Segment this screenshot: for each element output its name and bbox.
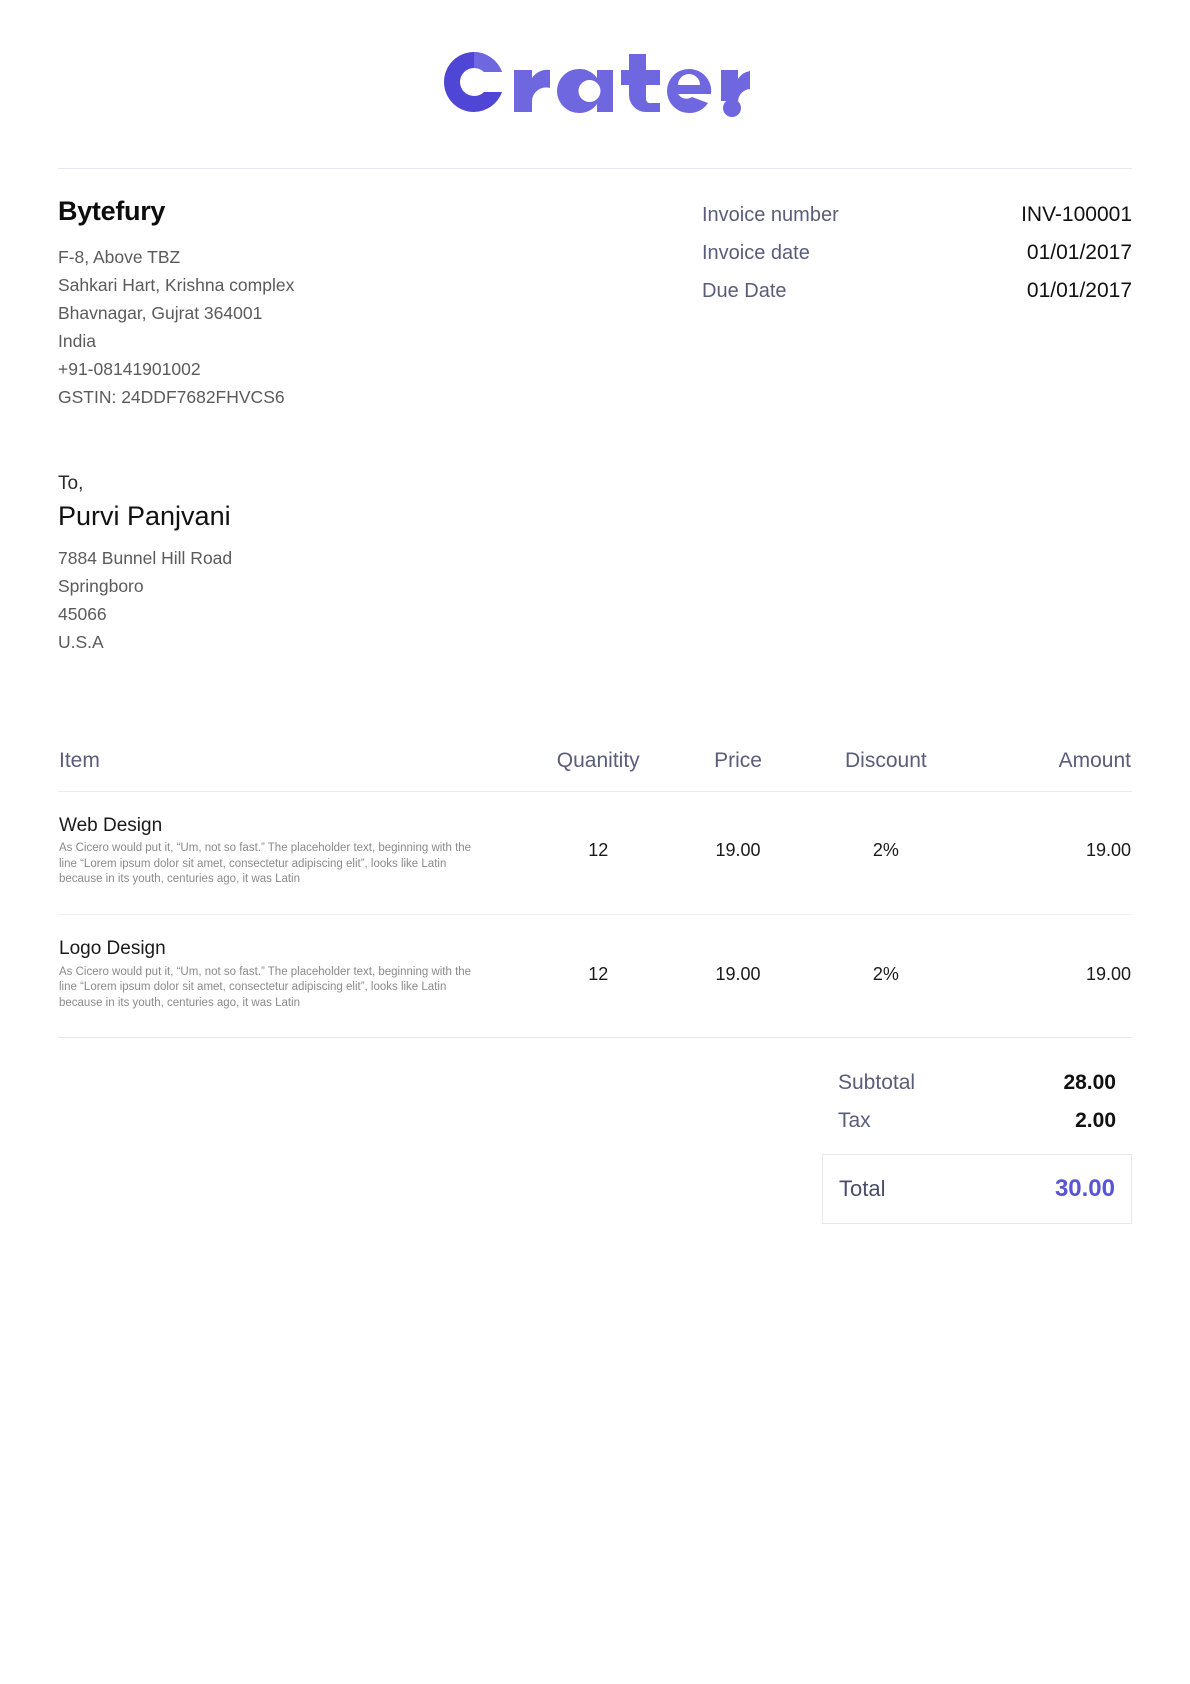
tax-row: Tax 2.00 (822, 1102, 1132, 1140)
total-label: Total (839, 1176, 886, 1202)
item-discount: 2% (803, 914, 968, 1039)
item-name: Web Design (59, 814, 163, 836)
brand-logo (58, 0, 1132, 168)
crater-logo-icon (440, 48, 750, 120)
totals-section: Subtotal 28.00 Tax 2.00 Total 30.00 (58, 1064, 1132, 1225)
column-header-quantity: Quanitity (524, 747, 673, 792)
item-description: As Cicero would put it, “Um, not so fast… (59, 842, 472, 886)
sender-gstin: GSTIN: 24DDF7682FHVCS6 (58, 386, 285, 407)
meta-row-invoice-number: Invoice number INV-100001 (702, 203, 1132, 227)
recipient-address-line: 45066 (58, 603, 107, 624)
item-quantity: 12 (524, 791, 673, 915)
table-header-row: Item Quanitity Price Discount Amount (58, 747, 1132, 792)
item-description: As Cicero would put it, “Um, not so fast… (59, 965, 472, 1009)
item-cell: Web Design As Cicero would put it, “Um, … (58, 791, 525, 915)
column-header-amount: Amount (967, 747, 1132, 792)
subtotal-label: Subtotal (838, 1071, 916, 1095)
item-amount: 19.00 (967, 791, 1132, 915)
total-row: Total 30.00 (822, 1154, 1132, 1225)
total-value: 30.00 (1054, 1175, 1115, 1203)
to-label: To, (58, 472, 84, 494)
item-cell: Logo Design As Cicero would put it, “Um,… (58, 914, 525, 1039)
sender-address-line: Bhavnagar, Gujrat 364001 (58, 302, 263, 323)
recipient-name: Purvi Panjvani (58, 500, 231, 531)
meta-value: INV-100001 (1021, 203, 1132, 226)
column-header-item: Item (58, 747, 525, 792)
tax-value: 2.00 (1075, 1109, 1116, 1133)
item-price: 19.00 (672, 791, 804, 915)
invoice-meta: Invoice number INV-100001 Invoice date 0… (702, 197, 1132, 411)
sender-block: Bytefury F-8, Above TBZ Sahkari Hart, Kr… (58, 196, 528, 411)
subtotal-row: Subtotal 28.00 (822, 1064, 1132, 1102)
invoice-header: Bytefury F-8, Above TBZ Sahkari Hart, Kr… (58, 169, 1132, 411)
tax-label: Tax (838, 1109, 871, 1133)
sender-address-line: F-8, Above TBZ (58, 246, 181, 267)
company-name: Bytefury (58, 196, 166, 226)
subtotal-value: 28.00 (1063, 1071, 1116, 1095)
item-discount: 2% (803, 791, 968, 915)
recipient-block: To, Purvi Panjvani 7884 Bunnel Hill Road… (58, 411, 1132, 656)
table-row: Web Design As Cicero would put it, “Um, … (58, 791, 1132, 915)
line-items-table: Item Quanitity Price Discount Amount Web… (58, 747, 1132, 1039)
meta-label: Invoice date (702, 242, 810, 264)
header-divider (58, 168, 1132, 169)
meta-label: Due Date (702, 280, 787, 302)
item-quantity: 12 (524, 914, 673, 1039)
meta-value: 01/01/2017 (1026, 241, 1132, 264)
column-header-discount: Discount (803, 747, 968, 792)
sender-phone: +91-08141901002 (58, 358, 201, 379)
column-header-price: Price (672, 747, 804, 792)
recipient-address-line: U.S.A (58, 631, 104, 652)
item-amount: 19.00 (967, 914, 1132, 1039)
meta-row-due-date: Due Date 01/01/2017 (702, 279, 1132, 303)
meta-label: Invoice number (702, 204, 839, 226)
meta-value: 01/01/2017 (1026, 279, 1132, 302)
recipient-address-line: 7884 Bunnel Hill Road (58, 547, 233, 568)
item-price: 19.00 (672, 914, 804, 1039)
meta-row-invoice-date: Invoice date 01/01/2017 (702, 241, 1132, 265)
item-name: Logo Design (59, 937, 166, 959)
table-row: Logo Design As Cicero would put it, “Um,… (58, 914, 1132, 1039)
recipient-address-line: Springboro (58, 575, 144, 596)
sender-address-line: Sahkari Hart, Krishna complex (58, 274, 295, 295)
sender-address-line: India (58, 330, 96, 351)
